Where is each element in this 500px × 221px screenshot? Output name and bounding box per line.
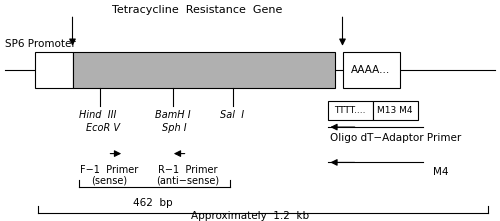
Bar <box>342 52 400 88</box>
Text: Sph I: Sph I <box>162 123 186 133</box>
Text: M13 M4: M13 M4 <box>378 106 413 115</box>
Text: F−1  Primer: F−1 Primer <box>80 165 138 175</box>
Text: BamH I: BamH I <box>154 110 190 120</box>
Text: SP6 Promoter: SP6 Promoter <box>5 39 76 49</box>
Bar <box>328 101 372 120</box>
Text: R−1  Primer: R−1 Primer <box>158 165 217 175</box>
Bar <box>372 101 418 120</box>
Text: TTTT....: TTTT.... <box>334 106 366 115</box>
Text: Hind  III: Hind III <box>79 110 116 120</box>
Text: (sense): (sense) <box>91 176 127 186</box>
Text: Tetracycline  Resistance  Gene: Tetracycline Resistance Gene <box>112 5 282 15</box>
Text: (anti−sense): (anti−sense) <box>156 176 219 186</box>
Text: Sal  I: Sal I <box>220 110 244 120</box>
Bar <box>35 52 72 88</box>
Text: M4: M4 <box>432 167 448 177</box>
Text: Approximately  1.2  kb: Approximately 1.2 kb <box>191 211 309 221</box>
Text: AAAA...: AAAA... <box>352 65 391 75</box>
Text: 462  bp: 462 bp <box>132 198 172 208</box>
Text: EcoR V: EcoR V <box>86 123 120 133</box>
Text: Oligo dT−Adaptor Primer: Oligo dT−Adaptor Primer <box>330 133 461 143</box>
Bar <box>72 52 335 88</box>
